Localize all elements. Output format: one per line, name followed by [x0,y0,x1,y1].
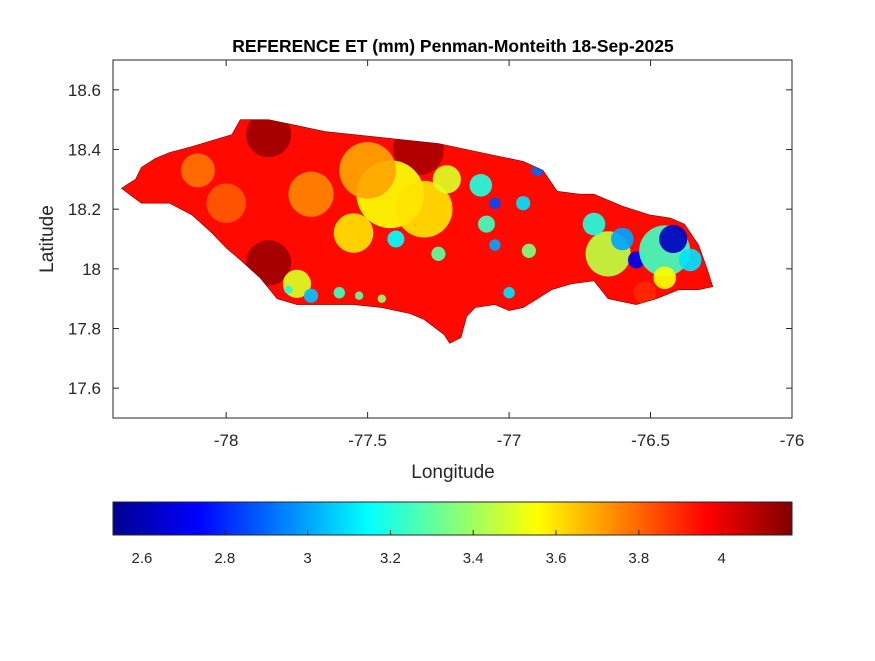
et-patch [339,142,396,199]
et-patch [284,285,293,294]
et-patch [469,174,493,197]
colorbar-tick-label: 3.2 [380,550,401,567]
et-patch [303,288,319,303]
colorbar-tick-label: 2.8 [214,550,235,567]
et-patch [659,224,688,254]
et-patch [387,230,405,248]
y-tick-label: 18 [82,260,101,279]
colorbar-ticks: 2.6 2.8 3 3.2 3.4 3.6 3.8 4 [132,530,726,567]
x-tick-label: -77.5 [348,431,387,450]
et-patch [516,196,531,211]
et-patch [582,212,606,236]
y-axis-label: Latitude [37,205,58,273]
et-patch [180,153,215,188]
x-axis-label: Longitude [411,462,494,483]
et-patch [246,119,292,158]
et-patch [288,171,334,217]
et-patch [633,281,657,305]
et-patch [431,246,446,261]
et-patch [333,213,374,253]
x-axis-ticks: -78 -77.5 -77 -76.5 -76 [214,60,804,450]
et-patch [521,243,537,258]
y-tick-label: 18.6 [68,81,101,100]
et-patch [489,239,501,251]
x-tick-label: -77 [497,431,522,450]
colorbar-tick-label: 3.4 [463,550,484,567]
et-patch [489,197,501,209]
et-patch [678,248,702,272]
et-patch [377,294,386,303]
et-patch [246,240,292,286]
et-patch [333,287,345,299]
colorbar-gradient [112,501,793,536]
colorbar-tick-label: 3 [303,550,311,567]
et-map [121,119,713,344]
et-patch [395,180,453,238]
axes: -78 -77.5 -77 -76.5 -76 17.6 17.8 18 18.2 18.4 18… [68,59,804,450]
y-tick-label: 17.6 [68,379,101,398]
map-title: REFERENCE ET (mm) Penman-Monteith 18-Sep… [232,36,674,56]
y-axis-ticks: 17.6 17.8 18 18.2 18.4 18.6 [68,81,792,398]
y-tick-label: 18.2 [68,200,101,219]
colorbar: 2.6 2.8 3 3.2 3.4 3.6 3.8 4 [112,501,793,567]
colorbar-tick-label: 3.6 [546,550,567,567]
y-tick-label: 17.8 [68,320,101,339]
et-patch [653,266,676,290]
x-tick-label: -76 [780,431,805,450]
colorbar-tick-label: 3.8 [628,550,649,567]
x-tick-label: -78 [214,431,239,450]
et-patch [432,165,461,194]
et-patch [478,215,495,233]
colorbar-tick-label: 4 [717,550,725,567]
y-tick-label: 18.4 [68,141,101,160]
et-patch [611,227,634,251]
x-tick-label: -76.5 [631,431,670,450]
et-patch [206,183,246,223]
colorbar-tick-label: 2.6 [132,550,153,567]
et-patch [354,291,364,300]
et-patch [503,287,515,299]
jamaica-outline [120,119,714,344]
